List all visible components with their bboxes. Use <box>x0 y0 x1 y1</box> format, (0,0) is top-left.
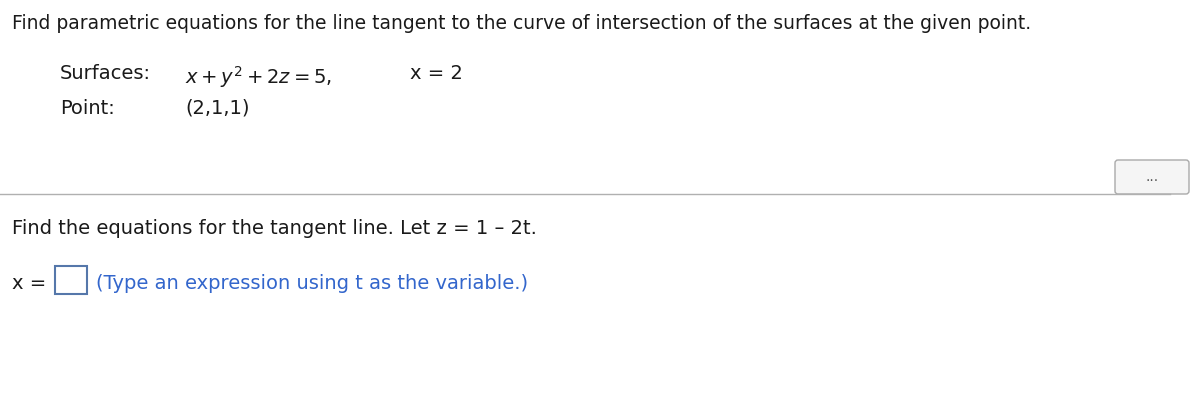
Text: Surfaces:: Surfaces: <box>60 64 151 83</box>
Text: $x + y^{2} + 2z = 5,$: $x + y^{2} + 2z = 5,$ <box>185 64 332 90</box>
FancyBboxPatch shape <box>1115 160 1189 194</box>
Text: (2,1,1): (2,1,1) <box>185 99 250 118</box>
FancyBboxPatch shape <box>55 266 88 294</box>
Text: (Type an expression using t as the variable.): (Type an expression using t as the varia… <box>96 274 528 293</box>
Text: ...: ... <box>1146 170 1158 184</box>
Text: Find parametric equations for the line tangent to the curve of intersection of t: Find parametric equations for the line t… <box>12 14 1031 33</box>
Text: x =: x = <box>12 274 47 293</box>
Text: Point:: Point: <box>60 99 115 118</box>
Text: Find the equations for the tangent line. Let z = 1 – 2t.: Find the equations for the tangent line.… <box>12 219 536 238</box>
Text: x = 2: x = 2 <box>410 64 463 83</box>
